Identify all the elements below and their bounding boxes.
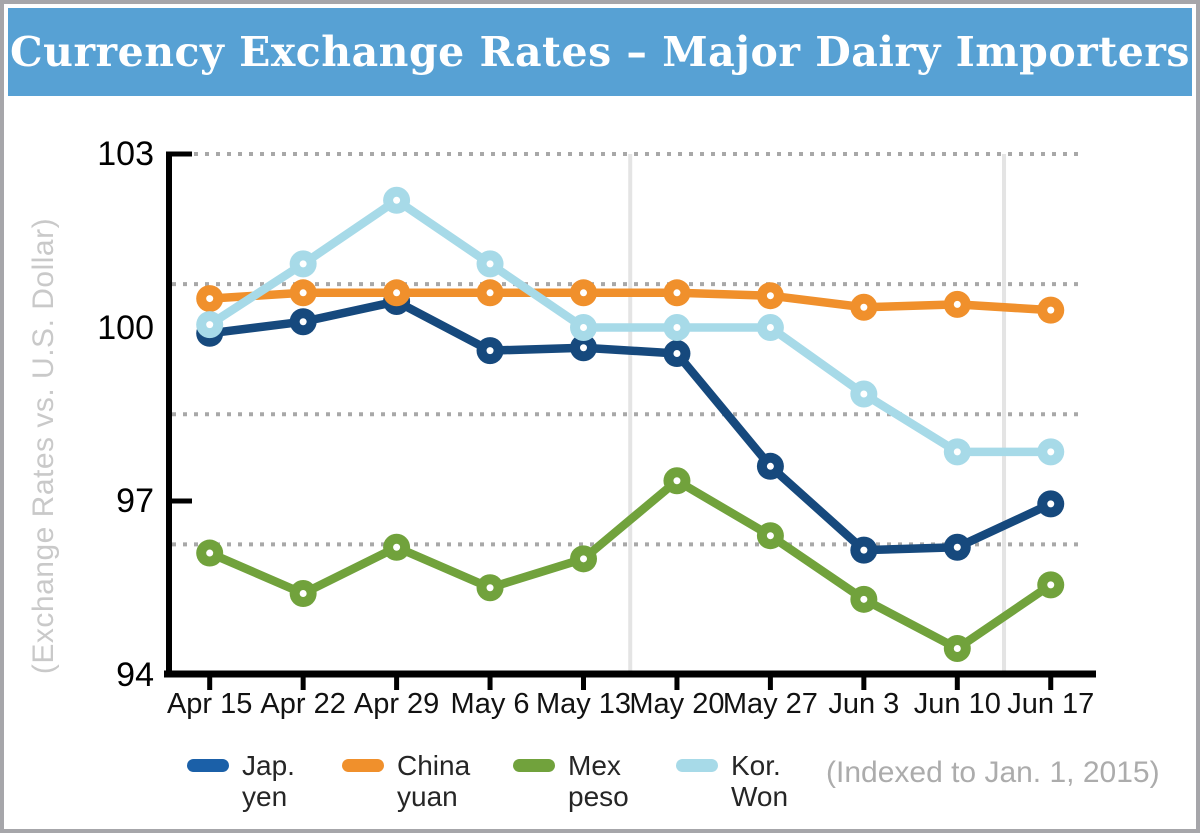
y-tick-label: 100 [97,308,154,347]
series-line-jap-yen [205,297,1055,555]
data-point-center-dot [486,289,494,297]
data-point-center-dot [299,590,307,598]
data-point-center-dot [766,532,774,540]
x-tick-label: May 6 [450,688,530,720]
x-tick-label: May 20 [629,688,725,720]
data-point-center-dot [953,448,961,456]
y-tick-label: 97 [116,482,154,520]
data-point-center-dot [206,549,214,557]
data-point-center-dot [206,321,214,329]
series-line-china-yuan [205,288,1055,315]
series-line-kor-won [205,196,1055,457]
x-tick-label: Jun 3 [828,688,900,720]
x-tick-label: May 13 [535,688,632,720]
data-point-center-dot [1047,500,1055,508]
data-point-center-dot [393,289,401,297]
data-point-center-dot [860,303,868,311]
data-point-center-dot [486,347,494,355]
data-point-center-dot [766,462,774,470]
data-point-center-dot [1047,581,1055,589]
legend-label: China yuan [397,750,471,812]
data-point-center-dot [673,350,681,358]
data-point-center-dot [580,344,587,352]
data-point-center-dot [953,543,961,551]
data-point-center-dot [486,260,494,268]
chart-legend: Jap. yen China yuan Mex peso Kor. Won [4,750,1196,820]
chart-title: Currency Exchange Rates – Major Dairy Im… [10,28,1190,76]
legend-label: Kor. Won [731,750,789,812]
data-point-center-dot [860,595,868,603]
legend-swatch-jap-yen [187,759,229,772]
legend-label: Jap. yen [242,750,295,812]
legend-item-kor-won: Kor. Won [676,750,788,812]
legend-swatch-china-yuan [342,759,384,772]
legend-item-mex-peso: Mex peso [513,750,629,812]
data-point-center-dot [1047,306,1055,314]
legend-item-jap-yen: Jap. yen [187,750,295,812]
title-banner: Currency Exchange Rates – Major Dairy Im… [8,8,1192,96]
data-point-center-dot [860,546,868,554]
data-point-center-dot [953,644,961,652]
data-point-center-dot [299,289,307,297]
x-tick-label: Apr 22 [260,688,346,720]
series-line-mex-peso [205,476,1055,653]
data-point-center-dot [580,555,587,563]
legend-swatch-kor-won [676,759,718,772]
indexed-note: (Indexed to Jan. 1, 2015) [826,756,1160,789]
y-tick-label: 94 [116,655,154,694]
legend-label: Mex peso [568,750,629,812]
data-point-center-dot [860,390,868,398]
data-point-center-dot [673,324,681,331]
data-point-center-dot [580,289,587,297]
data-point-center-dot [580,324,587,331]
data-point-center-dot [206,295,214,303]
data-point-center-dot [766,324,774,331]
data-point-center-dot [486,584,494,592]
x-tick-label: Jun 17 [1007,688,1095,720]
data-point-center-dot [299,260,307,268]
data-point-center-dot [393,196,401,204]
data-point-center-dot [673,289,681,297]
data-point-center-dot [393,543,401,551]
x-tick-label: Apr 15 [166,688,253,720]
legend-swatch-mex-peso [513,759,555,772]
data-point-center-dot [953,300,961,308]
x-tick-label: Apr 29 [353,688,440,720]
legend-item-china-yuan: China yuan [342,750,470,812]
x-tick-label: Jun 10 [913,688,1001,720]
data-point-center-dot [673,477,681,485]
data-point-center-dot [299,318,307,326]
y-tick-label: 103 [97,135,154,173]
data-point-center-dot [1047,448,1055,456]
x-tick-label: May 27 [722,688,818,720]
data-point-center-dot [766,292,774,300]
line-chart-canvas [164,151,1096,690]
